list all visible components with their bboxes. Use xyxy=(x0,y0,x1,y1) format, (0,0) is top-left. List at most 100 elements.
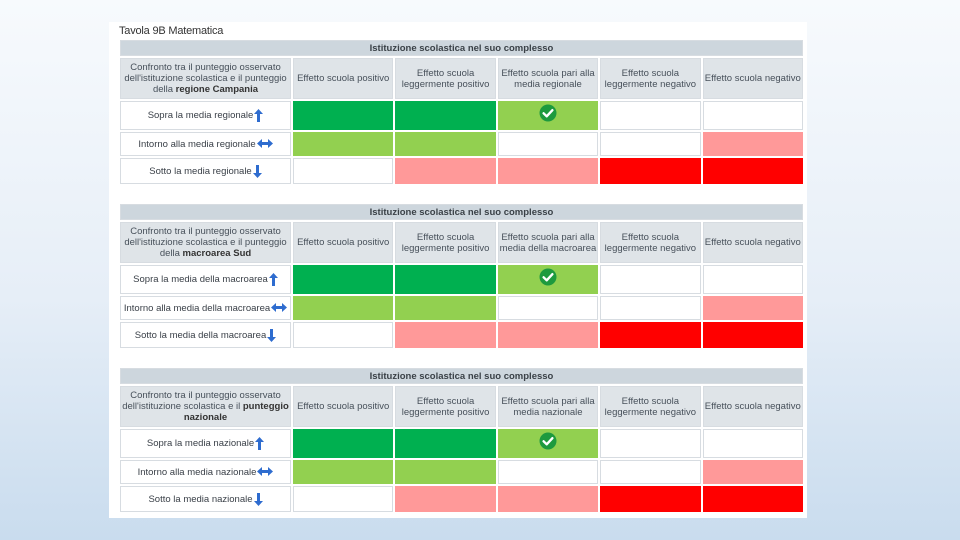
cell-empty xyxy=(600,460,701,484)
cell-red xyxy=(600,486,701,512)
col-header-slightly-negative: Effetto scuola leggermente negativo xyxy=(600,58,701,99)
comparison-table-macroarea: Istituzione scolastica nel suo complesso… xyxy=(118,202,805,350)
col-header-slightly-positive: Effetto scuola leggermente positivo xyxy=(395,58,496,99)
cell-empty xyxy=(702,265,803,294)
arrow-left-right-icon xyxy=(256,139,273,149)
arrow-up-icon xyxy=(255,437,265,450)
table-row-below: Sotto la media regionale xyxy=(120,158,803,184)
check-circle-icon xyxy=(539,432,557,450)
cell-dark-green xyxy=(395,265,496,294)
cell-pink xyxy=(497,158,599,184)
cell-light-green xyxy=(395,296,496,320)
row-label-above: Sopra la media della macroarea xyxy=(120,265,291,294)
cell-selected xyxy=(497,101,599,130)
table-row-around: Intorno alla media della macroarea xyxy=(120,296,803,320)
cell-light-green xyxy=(293,296,394,320)
col-header-negative: Effetto scuola negativo xyxy=(702,386,803,427)
arrow-down-icon xyxy=(252,164,262,178)
cell-empty xyxy=(293,158,394,184)
cell-red xyxy=(702,486,803,512)
cell-empty xyxy=(600,296,701,320)
row-label-around: Intorno alla media nazionale xyxy=(120,460,291,484)
cell-empty xyxy=(497,132,599,156)
cell-pink xyxy=(497,322,599,348)
cell-pink xyxy=(702,296,803,320)
cell-red xyxy=(600,322,701,348)
cell-empty xyxy=(293,322,394,348)
cell-dark-green xyxy=(293,429,394,458)
report-sheet: Tavola 9B Matematica Istituzione scolast… xyxy=(109,22,807,518)
cell-empty xyxy=(497,296,599,320)
table-row-above: Sopra la media della macroarea xyxy=(120,265,803,294)
cell-empty xyxy=(600,429,701,458)
col-header-slightly-negative: Effetto scuola leggermente negativo xyxy=(600,222,701,263)
comparison-header: Confronto tra il punteggio osservato del… xyxy=(120,58,291,99)
cell-pink xyxy=(702,460,803,484)
section-title: Istituzione scolastica nel suo complesso xyxy=(120,40,803,56)
cell-red xyxy=(702,322,803,348)
table-row-above: Sopra la media regionale xyxy=(120,101,803,130)
cell-dark-green xyxy=(293,265,394,294)
cell-red xyxy=(600,158,701,184)
table-row-around: Intorno alla media nazionale xyxy=(120,460,803,484)
row-label-above: Sopra la media nazionale xyxy=(120,429,291,458)
cell-empty xyxy=(600,101,701,130)
check-circle-icon xyxy=(539,268,557,286)
col-header-positive: Effetto scuola positivo xyxy=(293,58,394,99)
page-title: Tavola 9B Matematica xyxy=(119,25,224,37)
col-header-negative: Effetto scuola negativo xyxy=(702,58,803,99)
cell-light-green xyxy=(395,460,496,484)
row-label-around: Intorno alla media regionale xyxy=(120,132,291,156)
col-header-negative: Effetto scuola negativo xyxy=(702,222,803,263)
comparison-table-national: Istituzione scolastica nel suo complesso… xyxy=(118,366,805,514)
row-label-around: Intorno alla media della macroarea xyxy=(120,296,291,320)
cell-pink xyxy=(395,486,496,512)
cell-light-green xyxy=(293,460,394,484)
cell-pink xyxy=(497,486,599,512)
cell-empty xyxy=(293,486,394,512)
arrow-left-right-icon xyxy=(271,303,288,313)
cell-pink xyxy=(702,132,803,156)
col-header-slightly-negative: Effetto scuola leggermente negativo xyxy=(600,386,701,427)
comparison-header: Confronto tra il punteggio osservato del… xyxy=(120,222,291,263)
row-label-below: Sotto la media regionale xyxy=(120,158,291,184)
cell-empty xyxy=(702,429,803,458)
col-header-positive: Effetto scuola positivo xyxy=(293,386,394,427)
row-label-above: Sopra la media regionale xyxy=(120,101,291,130)
comparison-header: Confronto tra il punteggio osservato del… xyxy=(120,386,291,427)
arrow-up-icon xyxy=(254,109,264,122)
cell-empty xyxy=(497,460,599,484)
table-row-above: Sopra la media nazionale xyxy=(120,429,803,458)
arrow-up-icon xyxy=(268,273,278,286)
arrow-down-icon xyxy=(267,328,277,342)
row-label-below: Sotto la media nazionale xyxy=(120,486,291,512)
cell-dark-green xyxy=(395,429,496,458)
cell-dark-green xyxy=(293,101,394,130)
cell-selected xyxy=(497,265,599,294)
table-row-below: Sotto la media nazionale xyxy=(120,486,803,512)
cell-pink xyxy=(395,158,496,184)
col-header-average: Effetto scuola pari alla media della mac… xyxy=(497,222,599,263)
cell-empty xyxy=(702,101,803,130)
section-title: Istituzione scolastica nel suo complesso xyxy=(120,368,803,384)
cell-empty xyxy=(600,132,701,156)
row-label-below: Sotto la media della macroarea xyxy=(120,322,291,348)
col-header-positive: Effetto scuola positivo xyxy=(293,222,394,263)
arrow-down-icon xyxy=(253,492,263,506)
comparison-table-regional: Istituzione scolastica nel suo complesso… xyxy=(118,38,805,186)
cell-light-green xyxy=(395,132,496,156)
arrow-left-right-icon xyxy=(257,467,274,477)
col-header-average: Effetto scuola pari alla media regionale xyxy=(497,58,599,99)
table-row-below: Sotto la media della macroarea xyxy=(120,322,803,348)
cell-light-green xyxy=(293,132,394,156)
cell-dark-green xyxy=(395,101,496,130)
col-header-slightly-positive: Effetto scuola leggermente positivo xyxy=(395,222,496,263)
table-row-around: Intorno alla media regionale xyxy=(120,132,803,156)
cell-empty xyxy=(600,265,701,294)
cell-red xyxy=(702,158,803,184)
check-circle-icon xyxy=(539,104,557,122)
cell-selected xyxy=(497,429,599,458)
cell-pink xyxy=(395,322,496,348)
col-header-average: Effetto scuola pari alla media nazionale xyxy=(497,386,599,427)
section-title: Istituzione scolastica nel suo complesso xyxy=(120,204,803,220)
